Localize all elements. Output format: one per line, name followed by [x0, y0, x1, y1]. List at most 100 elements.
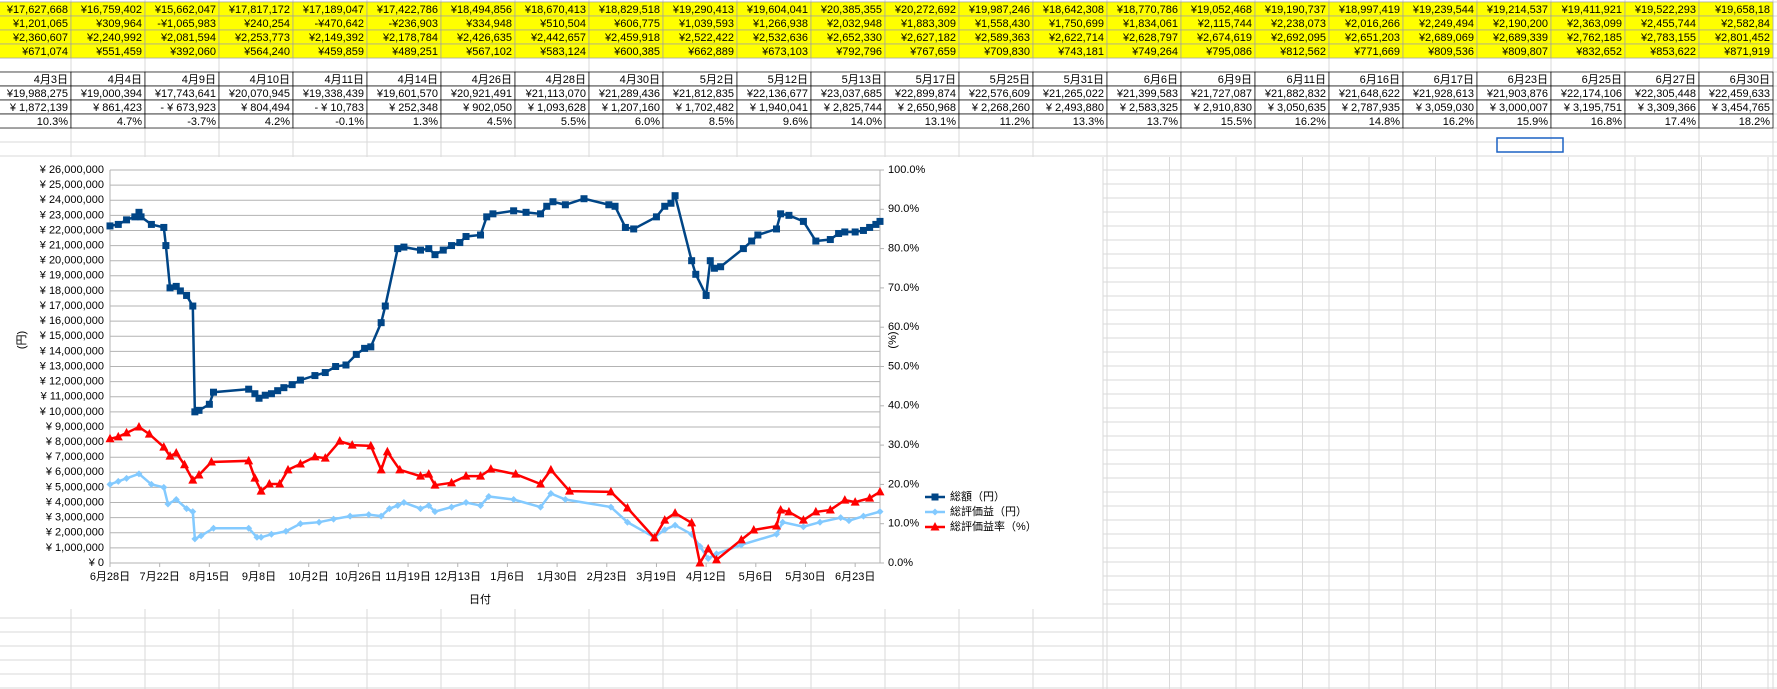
y2-tick-label: 10.0%	[888, 518, 919, 530]
y-tick-label: ¥ 12,000,000	[39, 376, 104, 388]
marker	[245, 385, 253, 393]
cell-text: ¥853,622	[1649, 46, 1696, 58]
cell-text: 16.2%	[1295, 116, 1326, 128]
marker	[197, 532, 205, 540]
marker	[561, 496, 569, 504]
x-tick-label: 1月30日	[537, 571, 577, 583]
marker	[257, 533, 265, 541]
cell-text: 4月26日	[472, 74, 512, 86]
marker	[377, 512, 385, 520]
cell-text: 16.8%	[1591, 116, 1622, 128]
y-tick-label: ¥ 22,000,000	[39, 224, 104, 236]
cell-text: ¥2,149,392	[308, 32, 364, 44]
cell-text: -¥1,065,983	[157, 18, 216, 30]
x-tick-label: 5月30日	[785, 571, 825, 583]
cell-text: ¥2,674,619	[1196, 32, 1252, 44]
cell-text: ¥2,628,797	[1122, 32, 1178, 44]
cell-text: - ¥ 10,783	[314, 102, 364, 114]
marker	[244, 455, 254, 465]
cell-text: 16.2%	[1443, 116, 1474, 128]
marker	[835, 229, 843, 237]
cell-text: 6月17日	[1434, 74, 1474, 86]
cell-text: ¥19,239,544	[1412, 4, 1474, 16]
marker	[431, 251, 439, 259]
cell-text: ¥2,178,784	[382, 32, 438, 44]
marker	[748, 237, 756, 245]
marker	[367, 343, 375, 351]
cell-text: ¥19,604,041	[746, 4, 808, 16]
cell-text: ¥ 3,000,007	[1489, 102, 1548, 114]
marker	[702, 291, 710, 299]
marker	[283, 464, 293, 474]
cell-text: ¥19,411,921	[1561, 4, 1622, 16]
cell-text: ¥ 2,650,968	[897, 102, 956, 114]
marker	[736, 534, 746, 544]
marker	[105, 433, 115, 443]
y2-tick-label: 40.0%	[888, 400, 919, 412]
cell-text: 5月25日	[990, 74, 1030, 86]
marker	[165, 451, 175, 460]
cell-text: ¥600,385	[613, 46, 660, 58]
cell-text: ¥2,651,203	[1344, 32, 1400, 44]
cell	[1698, 43, 1774, 59]
marker	[346, 512, 354, 520]
marker	[754, 231, 762, 239]
marker	[255, 394, 263, 402]
cell-text: ¥2,426,635	[456, 32, 512, 44]
y2-tick-label: 30.0%	[888, 439, 919, 451]
marker	[288, 381, 296, 389]
cell-text: 5月31日	[1064, 74, 1104, 86]
cell-text: ¥2,783,155	[1640, 32, 1696, 44]
cell-text: ¥21,289,436	[598, 88, 660, 100]
marker	[799, 523, 807, 531]
cell-text: ¥334,948	[465, 18, 512, 30]
cell-text: - ¥ 673,923	[160, 102, 216, 114]
marker	[160, 483, 168, 491]
marker	[310, 451, 320, 461]
cell-text: ¥16,759,402	[80, 4, 142, 16]
cell-text: ¥606,775	[613, 18, 660, 30]
marker	[931, 508, 939, 516]
marker	[171, 447, 181, 457]
x-tick-label: 10月2日	[289, 571, 329, 583]
marker	[137, 213, 145, 221]
y-tick-label: ¥ 8,000,000	[45, 436, 104, 448]
cell-text: ¥ 3,309,366	[1637, 102, 1696, 114]
x-tick-label: 5月6日	[739, 571, 773, 583]
marker	[431, 508, 439, 516]
cell-text: ¥1,201,065	[12, 18, 68, 30]
marker	[147, 480, 155, 488]
cell-text: 15.5%	[1221, 116, 1252, 128]
y-tick-label: ¥ 5,000,000	[45, 481, 104, 493]
marker	[315, 518, 323, 526]
marker	[261, 391, 269, 399]
marker	[706, 257, 714, 265]
marker	[865, 493, 875, 502]
cell-text: 6月9日	[1218, 74, 1252, 86]
x-tick-label: 12月13日	[434, 571, 480, 583]
marker	[114, 477, 122, 485]
chart: ¥ 0 ¥ 1,000,000 ¥ 2,000,000 ¥ 3,000,000 ¥ 4,…	[16, 164, 1037, 606]
cell-text: ¥2,115,744	[1197, 18, 1252, 30]
marker	[477, 502, 485, 510]
cell-text: ¥21,882,832	[1264, 88, 1326, 100]
marker	[462, 499, 470, 507]
selected-cell	[1496, 137, 1564, 153]
marker	[779, 518, 787, 526]
y-tick-label: ¥ 21,000,000	[39, 239, 104, 251]
cell-text: 10.3%	[37, 116, 68, 128]
marker	[866, 223, 874, 231]
cell-text: 6月23日	[1508, 74, 1548, 86]
cell-text: 15.9%	[1517, 116, 1548, 128]
marker	[536, 479, 546, 488]
cell-text: 17.4%	[1665, 116, 1696, 128]
marker	[134, 422, 144, 431]
cell-text: 4月3日	[34, 74, 68, 86]
marker	[931, 493, 939, 501]
cell-text: ¥2,582,84	[1720, 18, 1770, 30]
marker	[485, 492, 493, 500]
marker	[826, 236, 834, 244]
marker	[415, 471, 425, 480]
cell-text: 4月10日	[250, 74, 290, 86]
cell-text: ¥20,272,692	[894, 4, 956, 16]
